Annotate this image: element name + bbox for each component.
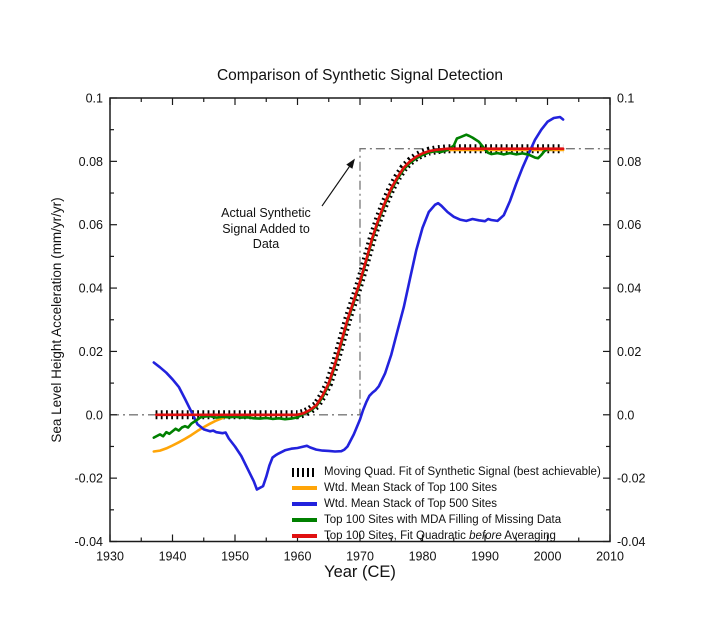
x-tick-label: 1960 (284, 550, 312, 564)
legend-label: Wtd. Mean Stack of Top 500 Sites (324, 498, 498, 510)
legend-label: Wtd. Mean Stack of Top 100 Sites (324, 482, 498, 494)
annotation-line-3: Data (252, 237, 280, 251)
y-axis-label: Sea Level Height Acceleration (mm/yr/yr) (49, 197, 64, 443)
x-tick-label: 1980 (409, 550, 437, 564)
y-tick-label-left: 0.1 (86, 92, 103, 106)
legend-label: Top 100 Sites with MDA Filling of Missin… (324, 514, 562, 526)
legend-label: Top 100 Sites, Fit Quadratic before Aver… (324, 530, 556, 542)
legend-item-moving-quad-fit: Moving Quad. Fit of Synthetic Signal (be… (292, 464, 601, 480)
orange-line-sample-icon (292, 486, 317, 490)
legend: Moving Quad. Fit of Synthetic Signal (be… (292, 464, 601, 544)
y-tick-label-left: 0.02 (79, 345, 103, 359)
y-tick-label-right: 0.0 (617, 408, 634, 422)
x-tick-label: 2000 (534, 550, 562, 564)
annotation-line-1: Actual Synthetic (221, 206, 311, 220)
y-tick-label-right: -0.04 (617, 535, 646, 549)
series-top500-stack (152, 115, 565, 491)
y-tick-label-left: 0.06 (79, 218, 103, 232)
green-line-sample-icon (292, 518, 317, 522)
legend-item-top100-stack: Wtd. Mean Stack of Top 100 Sites (292, 480, 601, 496)
series-top100-quad-before (155, 147, 565, 417)
y-tick-label-left: -0.02 (75, 472, 104, 486)
x-tick-label: 1940 (159, 550, 187, 564)
legend-item-top100-mda: Top 100 Sites with MDA Filling of Missin… (292, 512, 601, 528)
tick-marks-sample-icon (292, 467, 317, 477)
y-tick-label-left: -0.04 (75, 535, 104, 549)
y-tick-label-left: 0.0 (86, 408, 103, 422)
annotation-arrow (321, 158, 355, 207)
blue-line-sample-icon (292, 502, 317, 506)
legend-item-top100-quad-before: Top 100 Sites, Fit Quadratic before Aver… (292, 528, 601, 544)
legend-item-top500-stack: Wtd. Mean Stack of Top 500 Sites (292, 496, 601, 512)
x-tick-label: 1930 (96, 550, 124, 564)
x-tick-label: 1970 (346, 550, 374, 564)
x-tick-label: 1990 (471, 550, 499, 564)
x-tick-label: 1950 (221, 550, 249, 564)
x-tick-label: 2010 (596, 550, 624, 564)
x-axis-label: Year (CE) (324, 563, 396, 581)
legend-label: Moving Quad. Fit of Synthetic Signal (be… (324, 466, 601, 478)
chart-title: Comparison of Synthetic Signal Detection (216, 67, 504, 84)
annotation-line-2: Signal Added to (222, 221, 310, 236)
series-top100-mda (152, 133, 556, 439)
y-tick-label-left: 0.08 (79, 155, 103, 169)
y-tick-label-right: -0.02 (617, 472, 646, 486)
y-tick-label-right: 0.1 (617, 92, 634, 106)
y-tick-label-right: 0.08 (617, 155, 641, 169)
y-tick-label-right: 0.06 (617, 218, 641, 232)
y-tick-label-right: 0.02 (617, 345, 641, 359)
y-tick-label-left: 0.04 (79, 282, 103, 296)
y-tick-label-right: 0.04 (617, 282, 641, 296)
annotation-text: Actual Synthetic Signal Added to Data (196, 206, 336, 253)
red-line-sample-icon (292, 534, 317, 538)
